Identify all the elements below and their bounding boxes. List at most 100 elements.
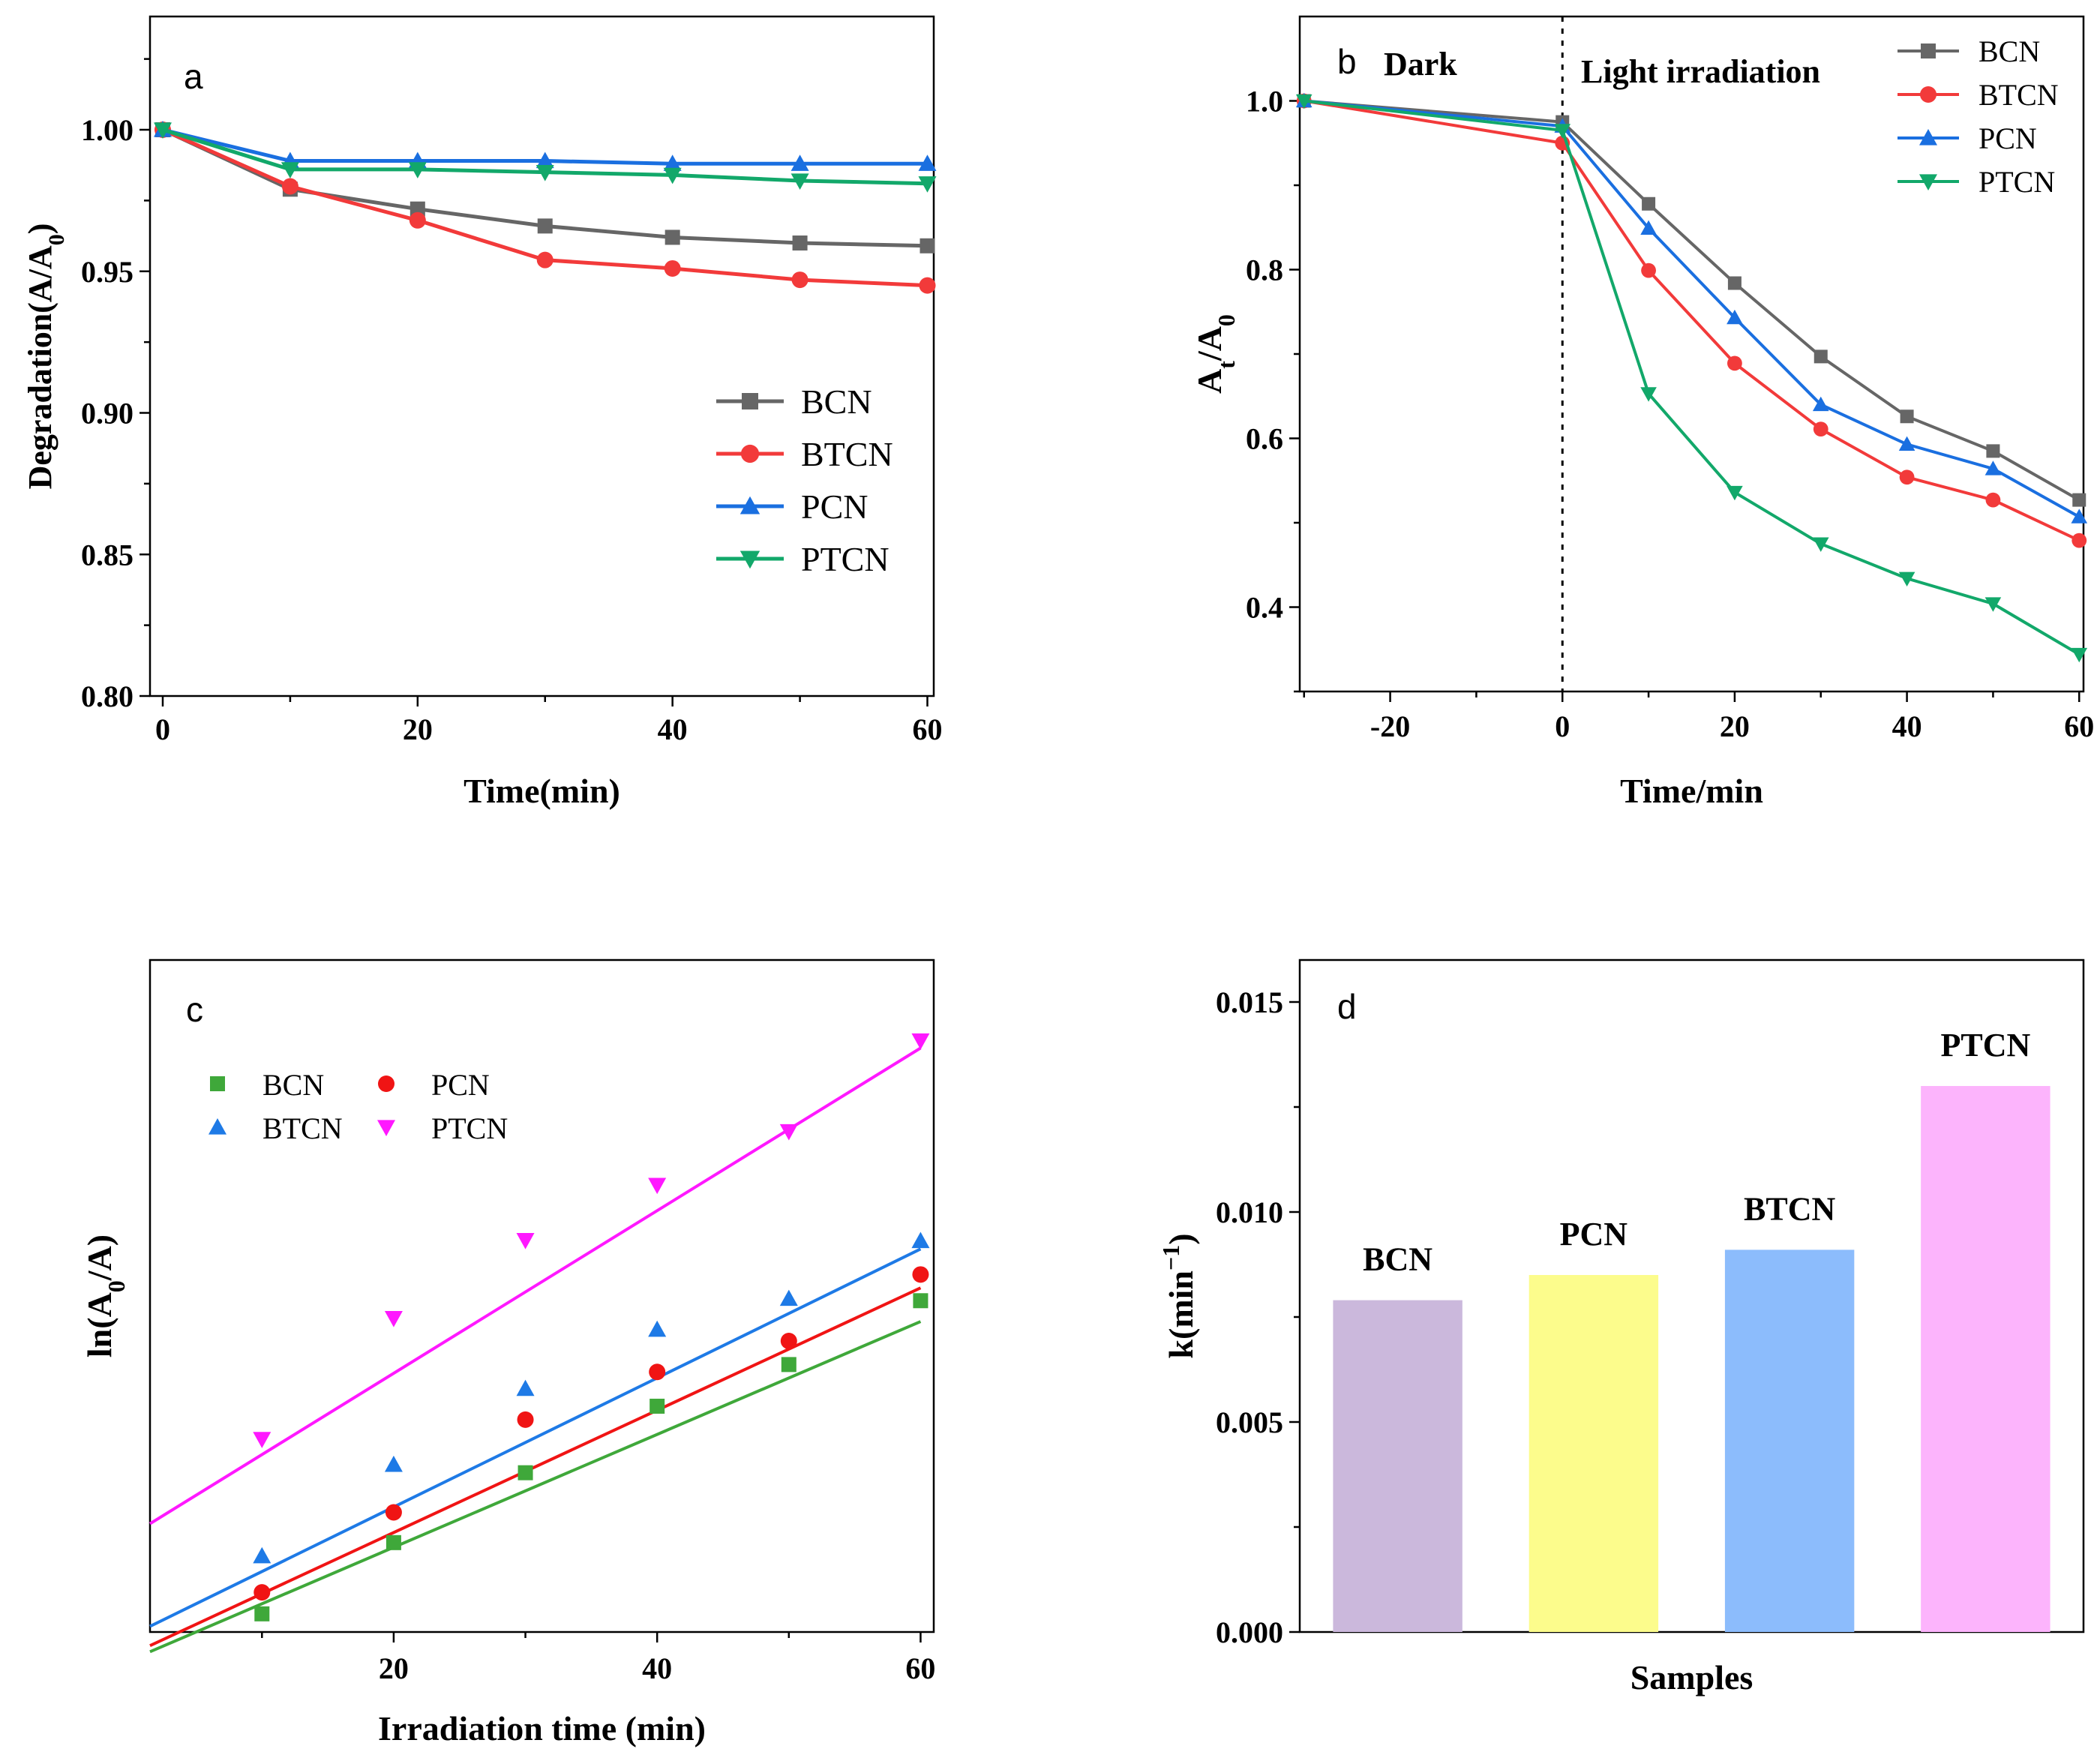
panel-c-point-BCN — [254, 1606, 270, 1622]
panel-b-xtick-label: -20 — [1370, 710, 1410, 743]
panel-c-point-PCN — [780, 1333, 797, 1350]
panel-a-point-PTCN — [918, 176, 937, 193]
panel-c-point-PTCN — [779, 1124, 798, 1141]
panel-b-xtick-label: 0 — [1555, 710, 1570, 743]
panel-a-point-BTCN — [664, 260, 681, 277]
panel-c-point-BCN — [650, 1398, 665, 1414]
panel-b-light-label: Light irradiation — [1581, 53, 1820, 90]
panel-a-point-PCN — [663, 154, 682, 171]
panel-b-line-PTCN — [1304, 99, 2080, 656]
panel-b-ytick-label: 0.4 — [1246, 591, 1283, 625]
panel-a-point-PTCN — [280, 162, 299, 178]
panel-c-xtick-label: 40 — [642, 1652, 672, 1685]
panel-b-point-BCN — [1814, 350, 1828, 364]
panel-b-letter: b — [1337, 42, 1357, 81]
panel-b-point-PTCN — [1295, 94, 1312, 110]
panel-a-point-PCN — [536, 152, 554, 169]
panel-b-frame — [1298, 15, 2085, 693]
panel-b-point-PCN — [1726, 309, 1743, 325]
panel-c-letter: c — [186, 990, 203, 1029]
panel-a-legend-label: PTCN — [801, 540, 890, 578]
panel-b-legend-label: BCN — [1978, 34, 2040, 68]
panel-c-point-PCN — [912, 1266, 929, 1283]
panel-b-point-PTCN — [1812, 537, 1829, 552]
panel-c-legend-label: PTCN — [431, 1112, 508, 1145]
panel-c-point-PCN — [385, 1504, 402, 1521]
panel-a-point-BCN — [537, 218, 553, 234]
panel-c-legend-marker — [210, 1076, 225, 1091]
panel-c-point-BCN — [913, 1293, 928, 1309]
panel-c-point-PTCN — [253, 1432, 272, 1448]
panel-c-point-PCN — [254, 1584, 271, 1601]
panel-a-point-BCN — [920, 238, 935, 254]
panel-a-point-BTCN — [281, 178, 298, 195]
panel-a-point-BCN — [664, 230, 680, 245]
panel-a-point-BCN — [792, 236, 808, 250]
panel-b-line-BCN — [1304, 99, 2080, 502]
panel-c-xtick-label: 20 — [379, 1652, 409, 1685]
panel-c-point-PCN — [517, 1411, 534, 1428]
panel-c-legend-marker — [378, 1076, 394, 1092]
panel-c-legend-label: BTCN — [262, 1112, 343, 1145]
panel-a-point-BCN — [410, 201, 425, 217]
panel-c-point-BCN — [386, 1534, 401, 1550]
panel-a-legend-marker — [742, 393, 758, 410]
panel-b-point-BCN — [1900, 410, 1914, 424]
panel-b-legend-label: PCN — [1978, 122, 2037, 155]
panel-a-legend-label: PCN — [801, 488, 868, 526]
panel-b-line-BTCN — [1304, 99, 2080, 542]
bar-label-BTCN: BTCN — [1744, 1190, 1835, 1227]
panel-d-ytick-label: 0.005 — [1216, 1406, 1283, 1439]
panel-a-point-PTCN — [536, 165, 554, 182]
panel-c-xlabel: Irradiation time (min) — [378, 1709, 706, 1748]
panel-c-legend-label: BCN — [262, 1068, 324, 1102]
panel-a-point-PCN — [790, 154, 809, 171]
panel-a-point-BTCN — [791, 272, 808, 289]
panel-a-point-BTCN — [536, 251, 554, 268]
panel-a-point-PTCN — [790, 173, 809, 190]
panel-a-legend-label: BTCN — [801, 435, 893, 473]
bar-PCN — [1528, 1275, 1659, 1632]
panel-b-legend-label: BTCN — [1978, 78, 2059, 112]
panel-c-point-BCN — [781, 1357, 796, 1372]
panel-a-ylabel: Degradation(A/A0) — [22, 224, 69, 490]
panel-c-xtick-label: 60 — [905, 1652, 935, 1685]
panel-c-point-PTCN — [648, 1178, 667, 1195]
panel-d-ytick-label: 0.010 — [1216, 1196, 1283, 1229]
panel-b-legend-label: PTCN — [1978, 165, 2055, 199]
panel-c-point-PTCN — [384, 1310, 403, 1328]
panel-b-point-BTCN — [2072, 532, 2087, 548]
panel-a-legend-marker — [740, 496, 760, 514]
panel-b-legend-marker — [1920, 86, 1936, 103]
panel-b-point-PCN — [2071, 508, 2088, 524]
bar-PTCN — [1921, 1086, 2050, 1632]
panel-b-ytick-label: 0.8 — [1246, 254, 1283, 287]
panel-b-point-PTCN — [1898, 572, 1916, 587]
panel-b-point-BTCN — [1813, 422, 1828, 437]
panel-c-point-BCN — [518, 1465, 533, 1480]
panel-b-point-PTCN — [1640, 387, 1657, 402]
panel-b-xtick-label: 20 — [1720, 710, 1750, 743]
panel-d-xlabel: Samples — [1630, 1658, 1754, 1696]
panel-c-point-BTCN — [648, 1320, 667, 1337]
panel-c-point-BTCN — [384, 1455, 403, 1472]
panel-c-point-PTCN — [516, 1233, 535, 1250]
panel-c-legend-marker — [377, 1120, 395, 1136]
panel-a-point-PTCN — [153, 122, 172, 139]
panel-a-ytick-label: 1.00 — [81, 113, 134, 147]
panel-b-point-BTCN — [1985, 492, 2001, 508]
panel-b-point-BCN — [2072, 493, 2086, 507]
panel-a-letter: a — [184, 57, 203, 96]
panel-a-frame — [148, 15, 935, 698]
panel-a-xtick-label: 0 — [155, 712, 170, 746]
panel-b-point-BCN — [1727, 276, 1742, 290]
panel-b-point-PTCN — [1984, 597, 2002, 612]
panel-c-ylabel: ln(A0/A) — [80, 1234, 130, 1358]
panel-b-xtick-label: 40 — [1892, 710, 1922, 743]
panel-b-point-PTCN — [1554, 124, 1571, 139]
panel-b-point-PTCN — [1726, 485, 1743, 501]
panel-a-ytick-label: 0.80 — [81, 680, 134, 713]
panel-b-legend-marker — [1919, 174, 1937, 190]
panel-c-point-PCN — [649, 1364, 666, 1381]
panel-a-point-PCN — [918, 154, 937, 171]
